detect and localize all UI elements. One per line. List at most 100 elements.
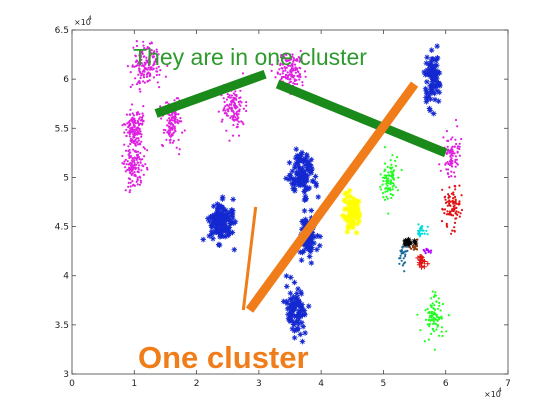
data-point [444, 198, 447, 201]
data-point [425, 247, 428, 250]
data-point [381, 176, 385, 179]
data-point [457, 145, 460, 148]
data-point [448, 151, 451, 154]
data-point [431, 328, 435, 331]
data-point [453, 207, 456, 210]
data-point [221, 222, 228, 229]
data-point [142, 146, 145, 149]
data-point [425, 229, 428, 232]
data-point [297, 166, 303, 173]
data-point [418, 254, 424, 260]
data-point [286, 159, 293, 166]
data-point [171, 126, 174, 129]
data-point [155, 50, 159, 53]
data-point [311, 234, 318, 240]
data-point [124, 170, 127, 173]
data-point [434, 43, 440, 49]
data-point [124, 166, 127, 169]
data-point [140, 169, 143, 172]
data-point [209, 222, 215, 229]
data-point [132, 123, 135, 127]
data-point [287, 274, 294, 281]
data-point [294, 152, 301, 159]
data-point [449, 210, 452, 213]
data-point [439, 169, 442, 172]
data-point [458, 215, 461, 218]
data-point [174, 112, 177, 115]
data-point [292, 306, 298, 312]
data-point [296, 59, 299, 62]
data-point [438, 163, 441, 166]
data-point [437, 297, 440, 300]
data-point [287, 74, 290, 77]
data-point [433, 330, 436, 333]
data-point [450, 209, 454, 213]
data-point [356, 218, 362, 225]
data-point [286, 71, 289, 74]
data-point [385, 195, 388, 198]
data-point [347, 193, 354, 200]
data-point [133, 184, 136, 187]
data-point [124, 189, 127, 192]
data-point [150, 49, 153, 52]
data-point [140, 140, 143, 143]
data-point [347, 208, 354, 215]
data-point [403, 270, 406, 273]
data-point [386, 184, 389, 187]
data-point [440, 326, 443, 329]
data-point [139, 76, 142, 80]
data-point [387, 182, 390, 185]
data-point [133, 125, 136, 128]
data-point [135, 158, 138, 161]
data-point [350, 196, 357, 202]
data-point [176, 120, 179, 124]
data-point [226, 217, 232, 223]
y-tick-label: 4.5 [55, 223, 69, 233]
data-point [139, 55, 142, 59]
data-point [136, 183, 139, 186]
data-point [129, 108, 132, 111]
data-point [138, 70, 141, 73]
data-point [226, 103, 229, 107]
data-point [454, 138, 457, 141]
data-point [274, 76, 277, 79]
data-point [299, 307, 306, 313]
data-point [455, 162, 458, 165]
data-point [291, 334, 298, 341]
data-point [205, 215, 211, 222]
data-point [220, 228, 226, 234]
data-point [302, 158, 308, 165]
data-point [230, 196, 236, 203]
data-point [276, 72, 280, 75]
data-point [428, 311, 431, 315]
data-point [138, 113, 141, 116]
data-point [284, 300, 290, 307]
data-point [302, 169, 308, 175]
data-point [280, 54, 283, 57]
data-point [290, 73, 293, 76]
data-point [128, 120, 131, 123]
data-point [297, 331, 304, 338]
data-point [141, 112, 144, 115]
data-point [406, 249, 409, 252]
data-point [230, 94, 233, 97]
data-point [228, 139, 231, 142]
data-point [234, 116, 237, 119]
data-point [299, 226, 305, 233]
data-point [454, 195, 457, 199]
data-point [455, 158, 458, 161]
data-point [346, 187, 353, 194]
data-point [390, 196, 393, 200]
data-point [219, 194, 226, 201]
data-point [155, 73, 158, 77]
data-point [411, 238, 418, 244]
data-point [308, 207, 315, 214]
data-point [428, 322, 431, 326]
data-point [406, 245, 409, 248]
data-point [298, 290, 305, 297]
data-point [299, 319, 305, 326]
data-point [302, 184, 309, 190]
data-point [155, 61, 158, 64]
data-point [166, 124, 169, 127]
